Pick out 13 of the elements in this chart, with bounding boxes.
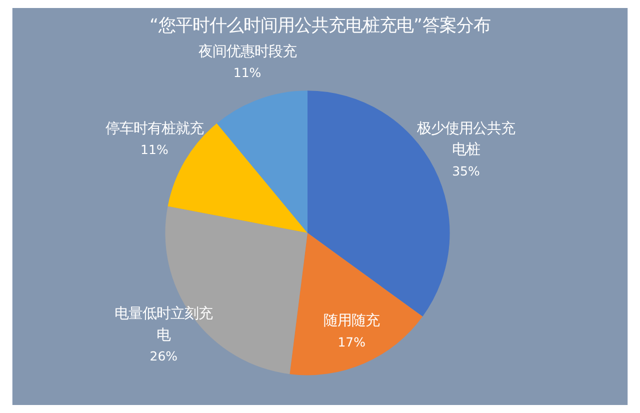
data-label: 11% (233, 65, 262, 80)
data-label: 35% (452, 163, 480, 178)
slice-label: 停车时有桩就充 (105, 120, 204, 137)
chart-title: “您平时什么时间用公共充电桩充电”答案分布 (150, 16, 490, 36)
data-label: 26% (150, 348, 178, 364)
pie-slice (216, 90, 308, 233)
slice-label: 极少使用公共充电桩 (416, 120, 515, 158)
slice-label: 夜间优惠时段充 (198, 44, 296, 60)
slice-label: 电量低时立刻充电 (114, 306, 213, 344)
data-label: 11% (140, 142, 168, 157)
slice-label: 随用随充 (324, 313, 380, 330)
data-label: 17% (338, 334, 366, 350)
pie-slice (290, 232, 423, 376)
